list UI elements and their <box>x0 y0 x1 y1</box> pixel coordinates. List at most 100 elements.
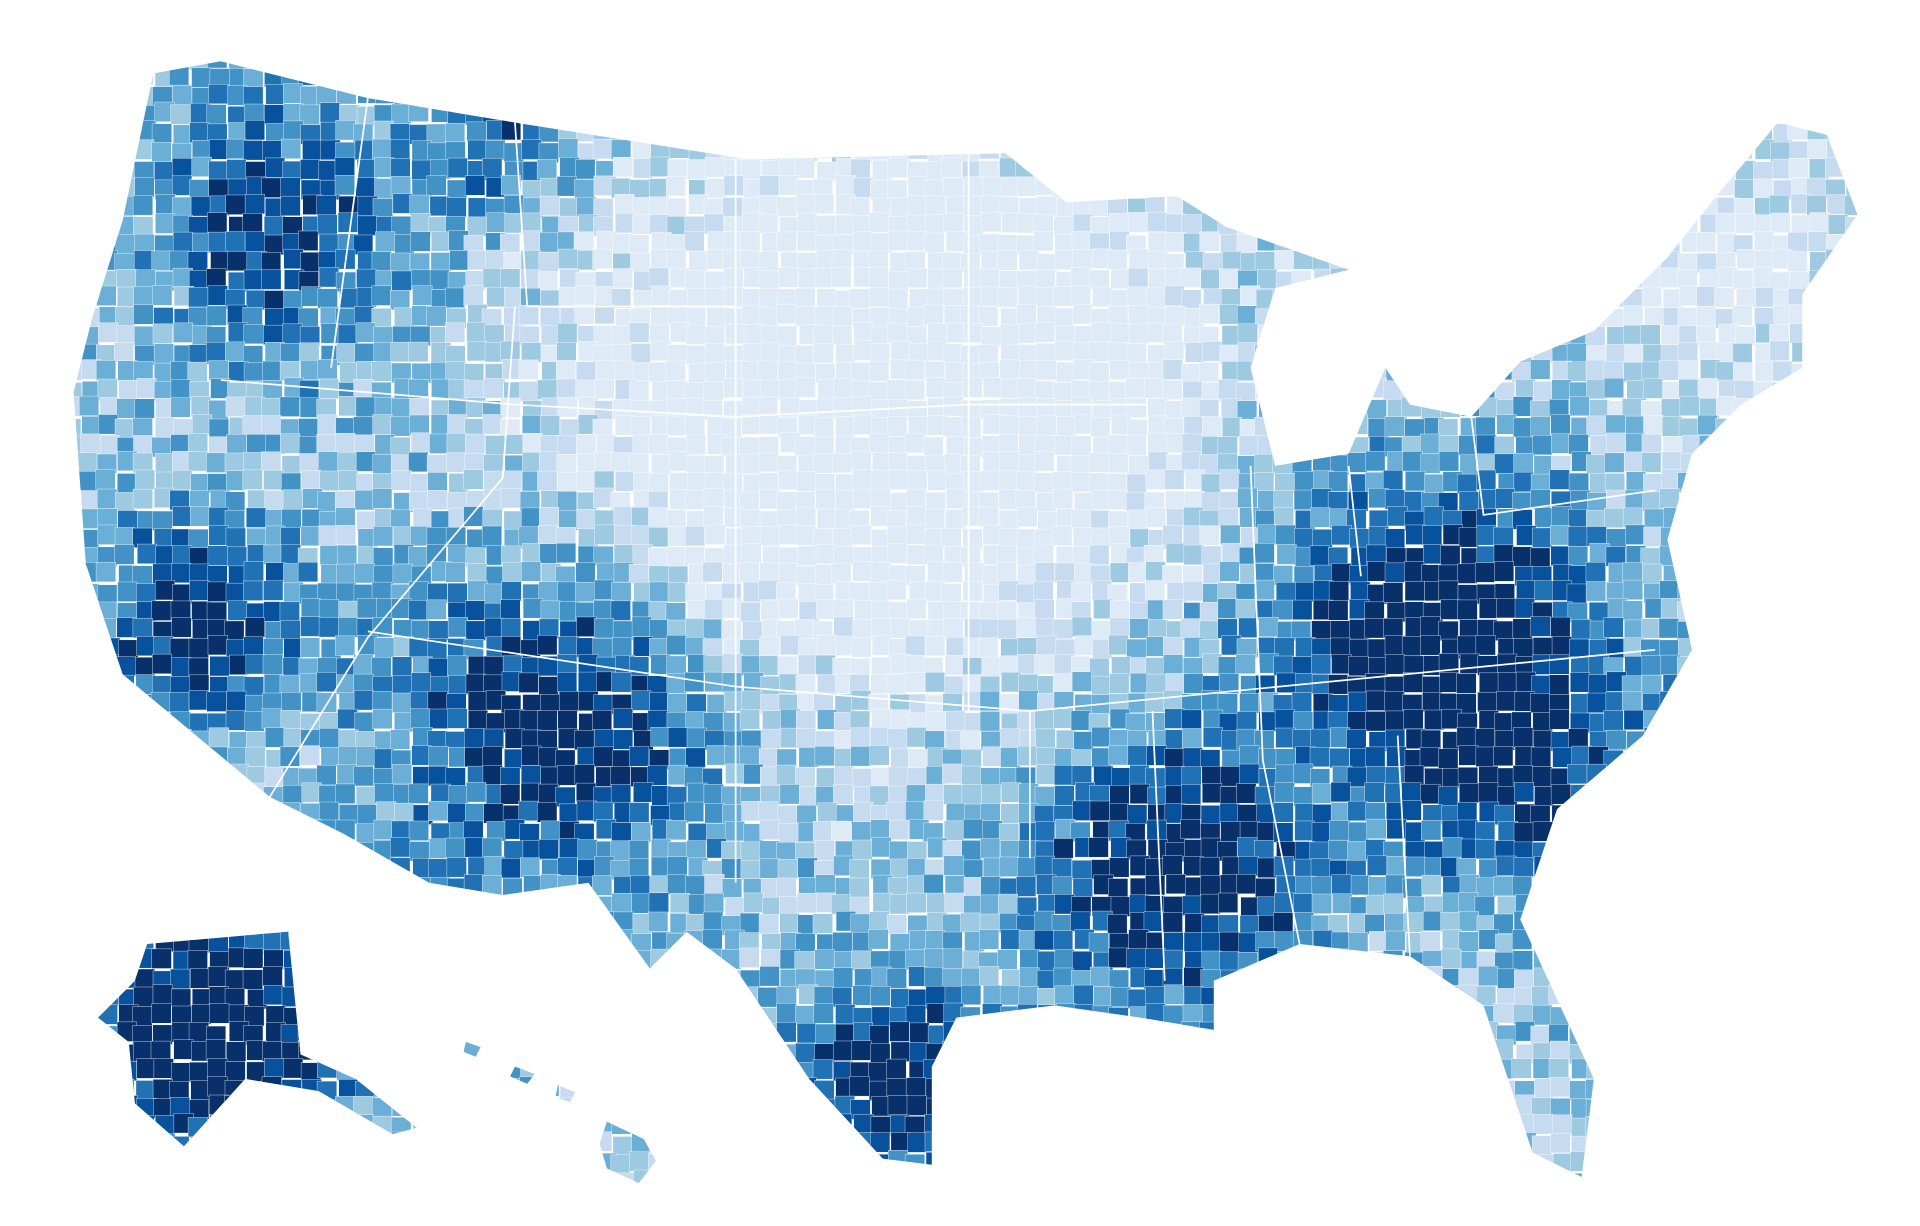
county <box>650 966 671 987</box>
county <box>376 801 397 822</box>
county <box>1622 600 1643 621</box>
county <box>942 67 963 88</box>
county <box>1866 766 1886 786</box>
county <box>1071 616 1092 637</box>
county <box>73 285 82 306</box>
county <box>227 600 248 621</box>
county <box>890 747 911 768</box>
county <box>1696 637 1717 658</box>
county <box>1606 308 1627 329</box>
county <box>1825 397 1846 418</box>
county <box>1200 875 1221 896</box>
county <box>1607 250 1628 271</box>
county <box>243 676 264 697</box>
county <box>559 103 580 124</box>
county <box>1513 196 1534 217</box>
county <box>1734 121 1755 142</box>
county <box>467 710 488 731</box>
county <box>171 746 192 767</box>
county <box>592 709 613 730</box>
county <box>244 194 265 215</box>
county <box>1384 562 1405 583</box>
county <box>538 747 559 768</box>
county <box>1107 434 1128 455</box>
county <box>1442 363 1463 383</box>
county <box>1053 124 1074 145</box>
county <box>464 950 485 971</box>
county <box>1715 455 1736 476</box>
county <box>1734 635 1755 656</box>
county <box>613 708 634 729</box>
county <box>1865 286 1885 306</box>
county <box>1844 874 1858 895</box>
county <box>316 765 337 786</box>
county <box>1070 267 1091 288</box>
county <box>871 618 892 639</box>
county <box>611 325 632 346</box>
county <box>1513 417 1534 438</box>
county <box>242 969 263 990</box>
county <box>703 488 724 509</box>
county <box>374 874 395 895</box>
county <box>1275 61 1296 70</box>
county <box>318 892 339 913</box>
county <box>301 857 322 878</box>
county <box>1865 231 1885 251</box>
county <box>1001 672 1022 693</box>
county <box>1568 434 1589 455</box>
county <box>1640 233 1661 254</box>
county <box>78 892 99 913</box>
county <box>1828 527 1849 548</box>
county <box>1695 562 1716 583</box>
county <box>117 61 138 71</box>
county <box>872 104 893 125</box>
county <box>812 820 833 841</box>
county <box>1383 582 1404 603</box>
county <box>538 676 559 697</box>
county <box>1791 342 1812 363</box>
county <box>1366 322 1387 343</box>
county <box>1294 84 1315 105</box>
county <box>1456 66 1477 87</box>
county <box>1458 931 1479 952</box>
county <box>1144 61 1165 70</box>
county <box>521 969 542 990</box>
county <box>1769 528 1790 549</box>
county <box>1018 250 1039 271</box>
county <box>208 83 229 104</box>
county <box>1679 509 1700 530</box>
county <box>1036 87 1057 108</box>
county <box>78 158 99 179</box>
county <box>1791 67 1812 88</box>
county <box>1842 360 1858 381</box>
county <box>890 67 911 88</box>
county <box>632 950 653 971</box>
county <box>79 636 100 657</box>
county <box>1258 947 1279 968</box>
county <box>207 212 228 233</box>
county <box>335 433 356 454</box>
county <box>1550 268 1571 289</box>
county <box>577 912 598 933</box>
county <box>410 877 431 898</box>
county <box>997 949 1018 970</box>
county <box>1423 270 1444 291</box>
county <box>1107 249 1128 270</box>
county <box>1401 396 1422 417</box>
county <box>797 61 818 71</box>
county <box>1221 175 1242 196</box>
county <box>77 949 98 970</box>
county <box>371 251 392 272</box>
county <box>1680 729 1701 750</box>
county <box>1679 801 1700 822</box>
county <box>1477 175 1498 196</box>
county <box>1070 472 1091 493</box>
county <box>1788 491 1809 512</box>
county <box>556 378 577 399</box>
county <box>999 415 1020 435</box>
county <box>1805 857 1826 878</box>
county <box>1751 69 1772 90</box>
county <box>355 786 376 807</box>
county <box>1571 745 1592 766</box>
county <box>279 674 300 695</box>
